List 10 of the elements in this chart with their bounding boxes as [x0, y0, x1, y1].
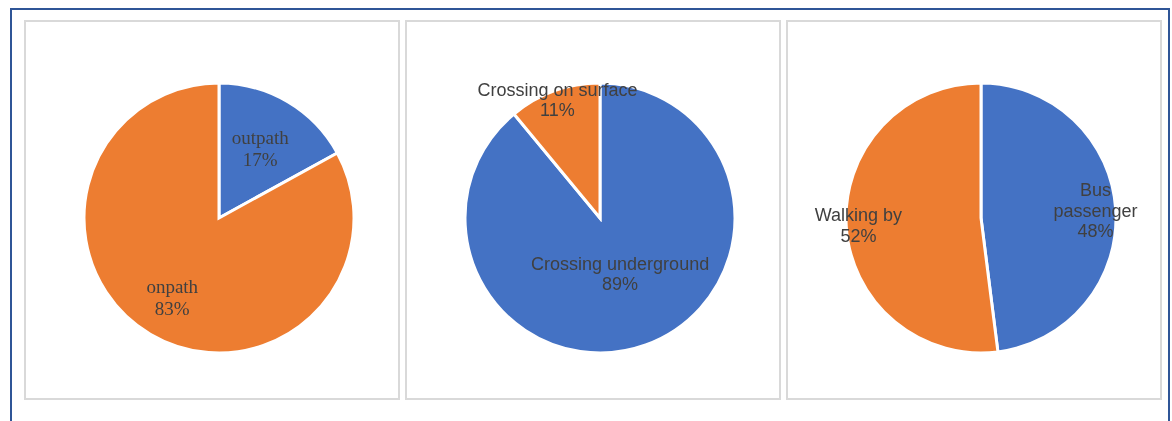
slice-label: Crossing underground — [531, 253, 710, 274]
slice-label: outpath — [231, 126, 290, 148]
data-label: 48% — [1077, 221, 1114, 242]
pie-slice — [82, 81, 356, 355]
data-label: 11% — [540, 100, 575, 121]
data-label: 83% — [154, 297, 190, 319]
data-label: 89% — [602, 274, 639, 295]
slice-label: onpath — [146, 275, 199, 297]
data-label: 17% — [242, 148, 278, 170]
pie-slice — [463, 81, 737, 355]
